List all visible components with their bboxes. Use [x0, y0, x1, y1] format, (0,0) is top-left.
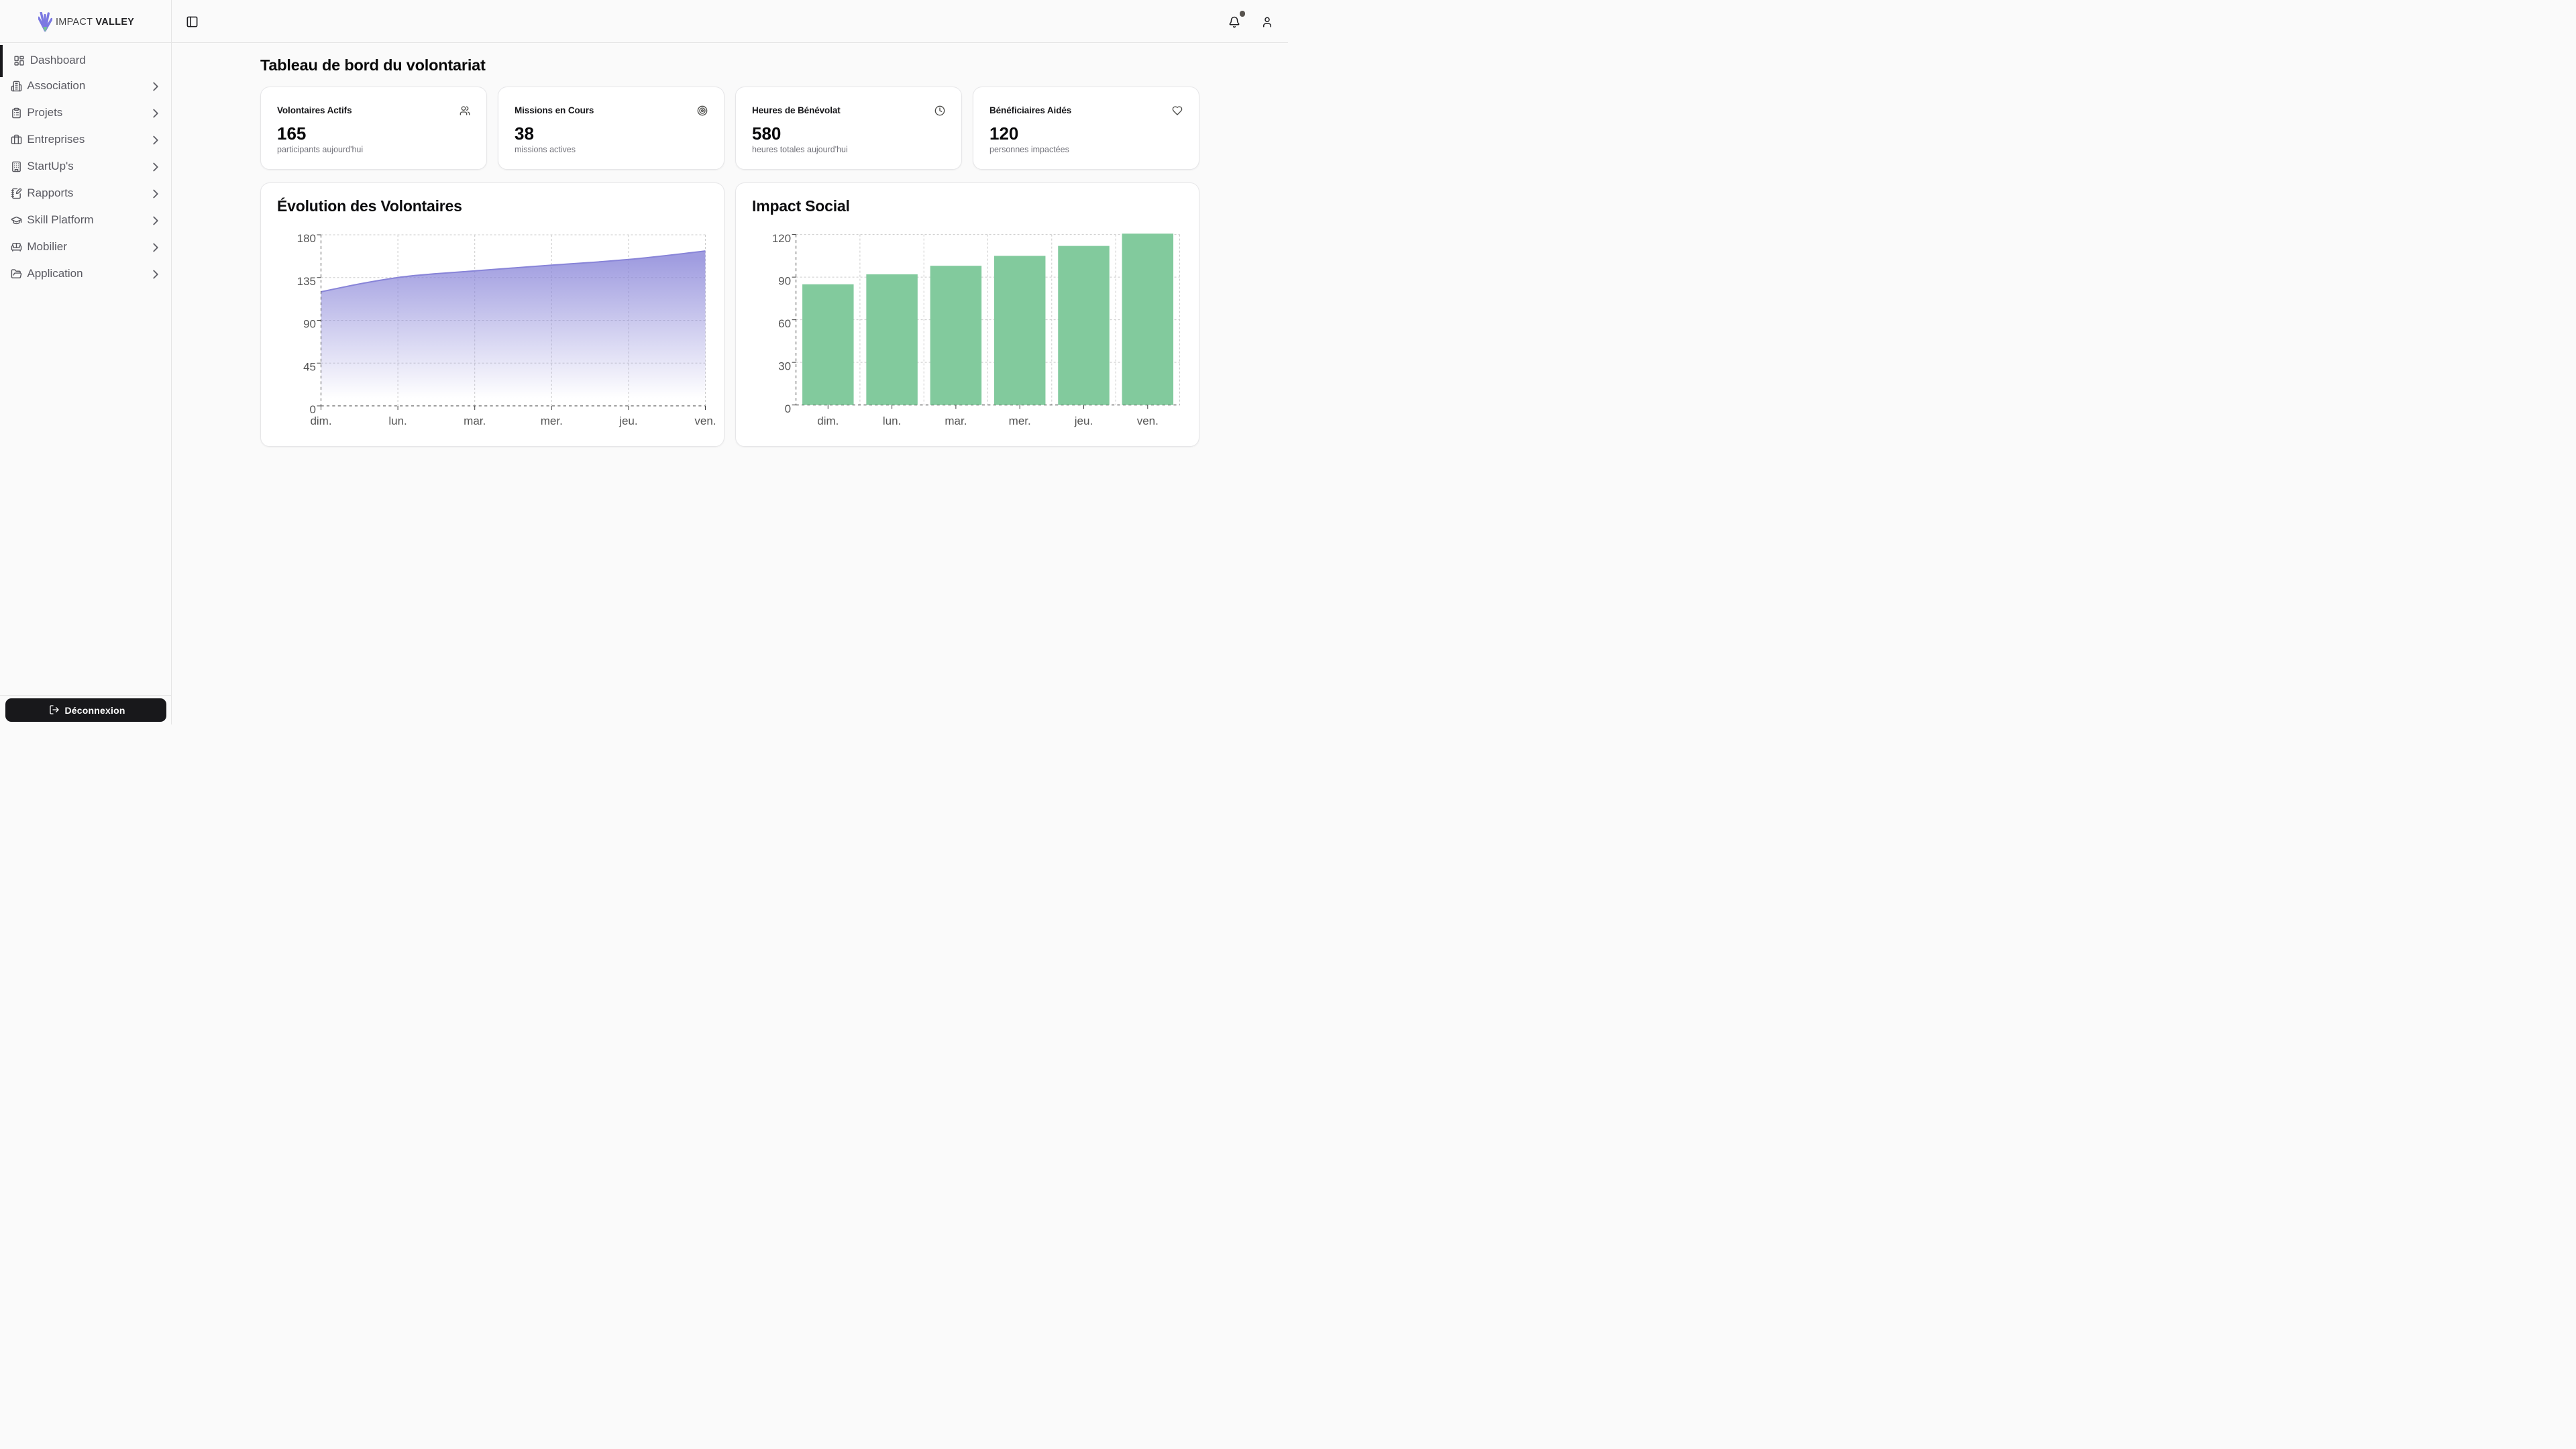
svg-text:lun.: lun.: [388, 415, 407, 427]
svg-text:45: 45: [303, 360, 316, 373]
svg-text:mer.: mer.: [1009, 415, 1031, 427]
svg-text:lun.: lun.: [883, 415, 901, 427]
svg-text:30: 30: [778, 360, 791, 372]
svg-text:mer.: mer.: [541, 415, 563, 427]
svg-text:ven.: ven.: [694, 415, 716, 427]
svg-text:135: 135: [297, 275, 316, 288]
svg-text:dim.: dim.: [817, 415, 839, 427]
svg-text:180: 180: [297, 232, 316, 245]
svg-text:mar.: mar.: [464, 415, 486, 427]
svg-text:0: 0: [310, 403, 316, 416]
svg-text:ven.: ven.: [1137, 415, 1159, 427]
svg-text:mar.: mar.: [945, 415, 967, 427]
svg-text:90: 90: [303, 318, 316, 331]
svg-text:dim.: dim.: [310, 415, 331, 427]
svg-text:0: 0: [785, 402, 791, 415]
svg-text:120: 120: [772, 232, 791, 245]
svg-text:jeu.: jeu.: [619, 415, 637, 427]
svg-text:90: 90: [778, 274, 791, 287]
svg-text:60: 60: [778, 317, 791, 330]
svg-text:jeu.: jeu.: [1074, 415, 1093, 427]
